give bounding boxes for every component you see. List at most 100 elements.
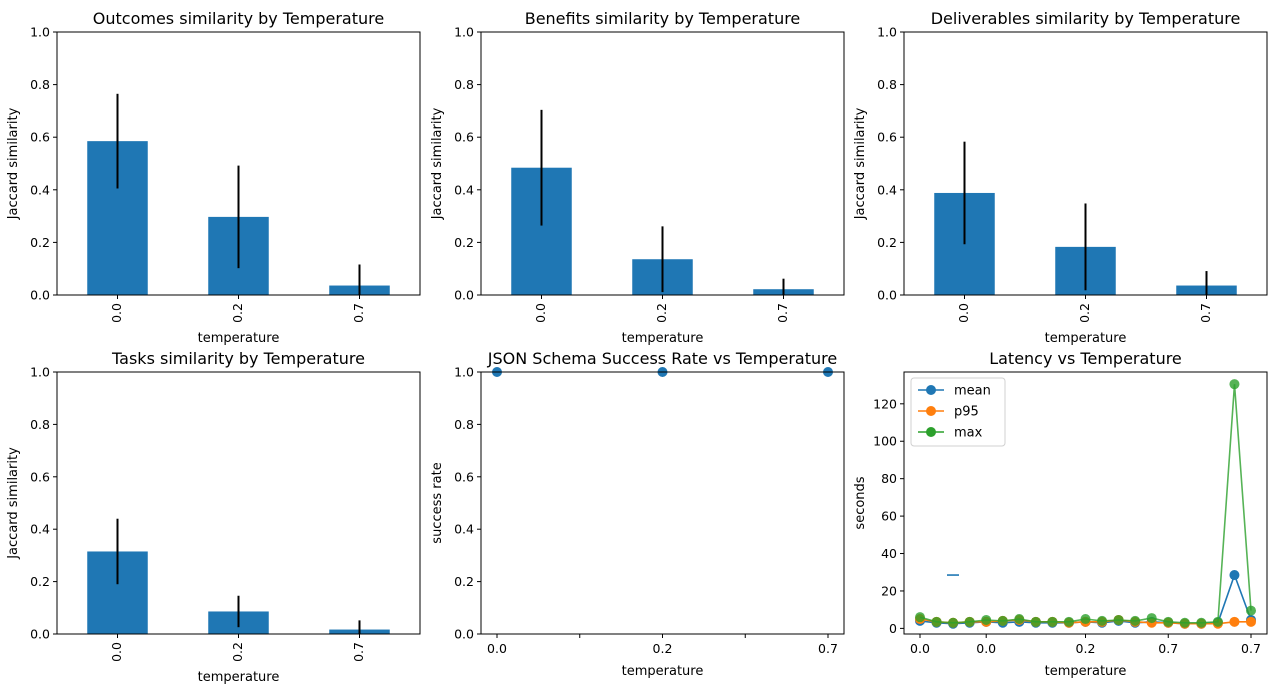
chart-panel-6: Latency vs Temperature 0 20 40 60 80 100 120 sec… — [853, 349, 1268, 679]
y-tick-label: 1.0 — [454, 365, 474, 380]
chart-panel-4: Tasks similarity by Temperature 0.0 0.2 0.4… — [6, 349, 421, 685]
series-point-max — [997, 615, 1008, 626]
y-tick-label: 0.6 — [454, 130, 474, 145]
y-tick-label: 0.8 — [877, 77, 897, 92]
x-tick-label: 0.7 — [1158, 641, 1178, 656]
series-point-max — [1146, 613, 1157, 624]
y-tick-label: 0.0 — [30, 288, 50, 303]
x-tick-label: 0.2 — [1077, 303, 1092, 323]
y-tick-label: 40 — [881, 546, 897, 561]
axes-frame — [480, 31, 845, 296]
legend-label: p95 — [954, 405, 979, 420]
x-axis-label: temperature — [198, 670, 280, 685]
series-point-max — [1063, 616, 1074, 627]
chart-panel-3: Deliverables similarity by Temperature 0.… — [853, 9, 1268, 346]
legend-label: max — [954, 426, 983, 441]
chart-title: Deliverables similarity by Temperature — [931, 9, 1241, 28]
series-point-max — [948, 617, 959, 628]
series-point-max — [1080, 614, 1091, 625]
y-axis-label: Jaccard similarity — [853, 107, 868, 220]
y-tick-label: 0.4 — [30, 182, 50, 197]
x-tick-label: 0.2 — [230, 642, 245, 662]
chart-title: Benefits similarity by Temperature — [525, 9, 801, 28]
series-point-max — [1113, 614, 1124, 625]
y-tick-label: 0.0 — [30, 627, 50, 642]
y-tick-label: 1.0 — [30, 25, 50, 40]
x-axis-label: temperature — [1045, 664, 1127, 679]
chart-title: Tasks similarity by Temperature — [111, 349, 365, 368]
legend-marker — [926, 427, 936, 437]
y-tick-label: 60 — [881, 509, 897, 524]
x-tick-label: 0.2 — [653, 641, 673, 656]
legend: mean p95 max — [910, 377, 1006, 447]
x-tick-label: 0.2 — [654, 303, 669, 323]
y-axis-label: Jaccard similarity — [6, 447, 21, 560]
y-tick-label: 0.0 — [454, 627, 474, 642]
y-tick-label: 0.2 — [30, 235, 50, 250]
series-point-max — [1179, 617, 1190, 628]
y-tick-label: 1.0 — [877, 25, 897, 40]
y-tick-label: 20 — [881, 583, 897, 598]
chart-panel-1: Outcomes similarity by Temperature 0.0 0.2… — [6, 9, 421, 346]
axes-frame — [56, 31, 421, 296]
y-tick-label: 0 — [889, 621, 897, 636]
x-tick-label: 0.7 — [351, 642, 366, 662]
y-tick-label: 0.2 — [30, 574, 50, 589]
y-tick-label: 0.2 — [454, 574, 474, 589]
x-tick-label: 0.7 — [1198, 303, 1213, 323]
y-axis-label: success rate — [430, 462, 445, 543]
x-tick-label: 0.2 — [230, 303, 245, 323]
series-point-max — [915, 612, 925, 623]
series-point-max — [1212, 616, 1223, 627]
series-point-max — [1047, 616, 1058, 627]
series-point-p95 — [1246, 616, 1256, 627]
series-point-max — [1130, 615, 1141, 626]
x-tick-label: 0.7 — [775, 303, 790, 323]
x-tick-label: 0.0 — [533, 303, 548, 323]
chart-title: Latency vs Temperature — [989, 349, 1182, 368]
x-tick-label: 0.0 — [976, 641, 996, 656]
axes-frame — [903, 371, 1268, 635]
x-tick-label: 0.0 — [910, 641, 930, 656]
y-tick-label: 120 — [873, 396, 897, 411]
y-tick-label: 0.6 — [454, 469, 474, 484]
y-tick-label: 0.8 — [30, 417, 50, 432]
series-point-mean — [1229, 570, 1240, 581]
series-point-max — [1246, 605, 1256, 616]
y-tick-label: 0.8 — [454, 417, 474, 432]
y-tick-label: 1.0 — [30, 365, 50, 380]
y-tick-label: 1.0 — [454, 25, 474, 40]
x-tick-label: 0.0 — [109, 303, 124, 323]
axes-frame — [56, 371, 421, 635]
legend-marker — [926, 406, 936, 416]
y-tick-label: 80 — [881, 471, 897, 486]
x-tick-label: 0.7 — [1241, 641, 1261, 656]
chart-panel-2: Benefits similarity by Temperature 0.0 0.2… — [430, 9, 845, 346]
x-axis-label: temperature — [1045, 331, 1127, 346]
series-point-max — [1014, 614, 1025, 625]
axes-frame — [903, 31, 1268, 296]
chart-panel-5: JSON Schema Success Rate vs Temperature 0… — [430, 349, 845, 679]
legend-marker — [926, 385, 936, 395]
x-axis-label: temperature — [198, 331, 280, 346]
x-tick-label: 0.0 — [956, 303, 971, 323]
x-tick-label: 0.0 — [487, 641, 507, 656]
x-tick-label: 0.2 — [1076, 641, 1096, 656]
y-tick-label: 0.2 — [877, 235, 897, 250]
x-tick-label: 0.0 — [109, 642, 124, 662]
y-tick-label: 0.0 — [877, 288, 897, 303]
x-tick-label: 0.7 — [818, 641, 838, 656]
y-tick-label: 0.4 — [454, 522, 474, 537]
y-tick-label: 0.6 — [30, 469, 50, 484]
axes-frame — [480, 371, 845, 635]
series-point-max — [981, 614, 992, 625]
y-tick-label: 0.8 — [454, 77, 474, 92]
y-tick-label: 0.2 — [454, 235, 474, 250]
y-axis-label: Jaccard similarity — [430, 107, 445, 220]
y-tick-label: 0.4 — [454, 182, 474, 197]
series-point-max — [964, 616, 975, 627]
chart-title: Outcomes similarity by Temperature — [93, 9, 384, 28]
y-tick-label: 0.8 — [30, 77, 50, 92]
series-point-max — [1163, 616, 1174, 627]
